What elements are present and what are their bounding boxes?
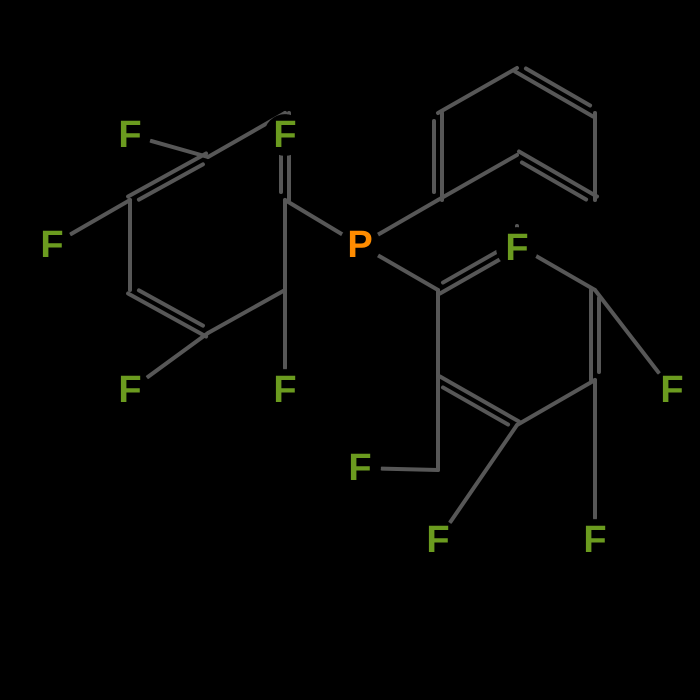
bond <box>139 290 203 325</box>
bond <box>450 425 517 522</box>
atom-f: F <box>273 369 296 411</box>
bond <box>139 164 203 199</box>
atom-f: F <box>426 519 449 561</box>
bond <box>208 290 285 333</box>
atom-p: P <box>347 224 372 266</box>
bond <box>522 162 586 199</box>
bond <box>285 200 345 236</box>
bond <box>438 68 517 113</box>
bond <box>382 469 438 470</box>
atom-f: F <box>583 519 606 561</box>
molecule-diagram: P F F F F F F F F F F <box>0 0 700 700</box>
bond <box>515 71 593 116</box>
bond <box>148 333 208 377</box>
bond <box>71 200 130 234</box>
bond <box>128 294 206 337</box>
atom-f: F <box>118 369 141 411</box>
atom-f: F <box>118 114 141 156</box>
atom-f: F <box>660 369 683 411</box>
bond <box>443 387 508 424</box>
bond <box>438 155 517 200</box>
bond <box>526 69 590 106</box>
atom-f: F <box>348 447 371 489</box>
atom-f: F <box>273 114 296 156</box>
bond <box>519 152 597 197</box>
bond <box>376 254 438 290</box>
bond <box>595 290 659 373</box>
bond <box>128 153 206 196</box>
bond <box>517 380 595 425</box>
bond <box>376 200 438 236</box>
atom-f: F <box>40 224 63 266</box>
bond <box>151 141 208 157</box>
atom-f: F <box>505 227 528 269</box>
bond <box>440 377 519 422</box>
